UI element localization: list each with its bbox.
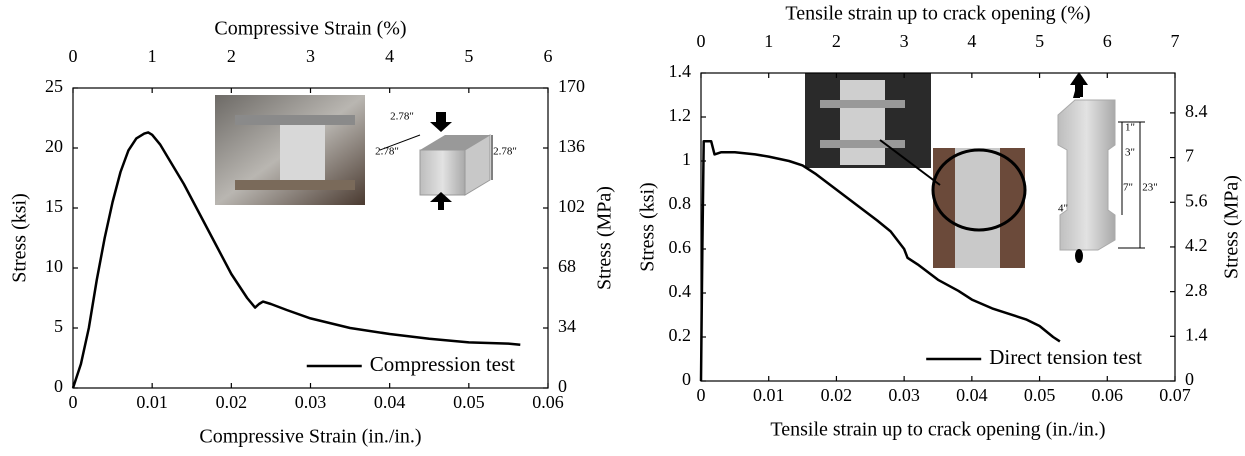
x-tick-label: 0.06	[1092, 385, 1124, 405]
x2-axis-title: Compressive Strain (%)	[214, 18, 406, 40]
compression-photo	[215, 95, 365, 205]
x-tick-label: 0.03	[295, 392, 327, 412]
y2-tick-label: 1.4	[1185, 324, 1208, 344]
x2-tick-label: 2	[832, 31, 841, 51]
tension-photo-1	[805, 73, 931, 168]
x2-tick-label: 1	[764, 31, 773, 51]
y-tick-label: 20	[45, 136, 63, 156]
x-tick-label: 0.03	[888, 385, 920, 405]
x2-tick-label: 1	[148, 46, 157, 66]
y2-tick-label: 170	[558, 76, 585, 96]
x-axis-title: Tensile strain up to crack opening (in./…	[770, 419, 1105, 441]
y2-tick-label: 8.4	[1185, 101, 1208, 121]
y-tick-label: 1.4	[669, 61, 692, 81]
dimension-label: 2.78"	[493, 146, 517, 158]
y-axis-title: Stress (ksi)	[9, 193, 31, 282]
dimension-label: 2.78"	[390, 111, 414, 123]
legend-label: Compression test	[370, 352, 515, 376]
x-tick-label: 0.06	[532, 392, 564, 412]
y-tick-label: 1.2	[669, 105, 692, 125]
dimension-label: 3"	[1125, 147, 1135, 159]
x2-tick-label: 6	[544, 46, 553, 66]
x-tick-label: 0.01	[136, 392, 168, 412]
legend-label: Direct tension test	[989, 345, 1142, 369]
x2-tick-label: 0	[697, 31, 706, 51]
y-tick-label: 0	[54, 376, 63, 396]
y2-tick-label: 0	[558, 376, 567, 396]
y2-tick-label: 7	[1185, 146, 1194, 166]
y-tick-label: 0.6	[669, 237, 692, 257]
y2-tick-label: 2.8	[1185, 280, 1208, 300]
x2-axis-title: Tensile strain up to crack opening (%)	[785, 3, 1090, 25]
y-tick-label: 1	[682, 149, 691, 169]
x2-tick-label: 3	[306, 46, 315, 66]
y-axis-title: Stress (ksi)	[637, 182, 659, 271]
x-axis-title: Compressive Strain (in./in.)	[199, 426, 421, 448]
y2-axis-title: Stress (MPa)	[594, 186, 616, 290]
dimension-label: 1"	[1125, 122, 1135, 134]
plot-frame	[700, 72, 1176, 382]
x2-tick-label: 0	[69, 46, 78, 66]
x-tick-label: 0.04	[374, 392, 406, 412]
x-tick-label: 0.05	[453, 392, 485, 412]
y2-tick-label: 4.2	[1185, 235, 1208, 255]
x2-tick-label: 5	[464, 46, 473, 66]
x-tick-label: 0.07	[1159, 385, 1191, 405]
x2-tick-label: 6	[1103, 31, 1112, 51]
dimension-label: 2.78"	[375, 146, 399, 158]
y2-tick-label: 136	[558, 136, 585, 156]
x-tick-label: 0	[69, 392, 78, 412]
cube-diagram	[379, 112, 493, 210]
x-tick-label: 0.04	[956, 385, 988, 405]
data-line	[71, 131, 521, 389]
data-line	[699, 139, 1061, 382]
x-tick-label: 0.02	[821, 385, 853, 405]
y2-tick-label: 68	[558, 256, 576, 276]
dimension-label: 7"	[1123, 182, 1133, 194]
y2-axis-title: Stress (MPa)	[1221, 175, 1243, 279]
x-tick-label: 0.02	[216, 392, 248, 412]
x2-tick-label: 5	[1035, 31, 1044, 51]
specimen-diagram	[1057, 72, 1145, 263]
y-tick-label: 0.2	[669, 325, 692, 345]
x2-tick-label: 7	[1171, 31, 1180, 51]
y-tick-label: 15	[45, 196, 63, 216]
y2-tick-label: 34	[558, 316, 576, 336]
y-tick-label: 10	[45, 256, 63, 276]
x2-tick-label: 4	[385, 46, 394, 66]
y-tick-label: 5	[54, 316, 63, 336]
dimension-label: 23"	[1142, 182, 1158, 194]
y-tick-label: 25	[45, 76, 63, 96]
y-tick-label: 0.4	[669, 281, 692, 301]
x2-tick-label: 4	[967, 31, 976, 51]
y-tick-label: 0	[682, 369, 691, 389]
y2-tick-label: 102	[558, 196, 585, 216]
y-tick-label: 0.8	[669, 193, 692, 213]
x2-tick-label: 3	[900, 31, 909, 51]
y2-tick-label: 0	[1185, 369, 1194, 389]
x-tick-label: 0	[697, 385, 706, 405]
x-tick-label: 0.05	[1024, 385, 1056, 405]
x2-tick-label: 2	[227, 46, 236, 66]
y2-tick-label: 5.6	[1185, 190, 1208, 210]
x-tick-label: 0.01	[753, 385, 785, 405]
tension-photo-2	[879, 139, 1027, 268]
dimension-label: 4"	[1058, 203, 1068, 215]
